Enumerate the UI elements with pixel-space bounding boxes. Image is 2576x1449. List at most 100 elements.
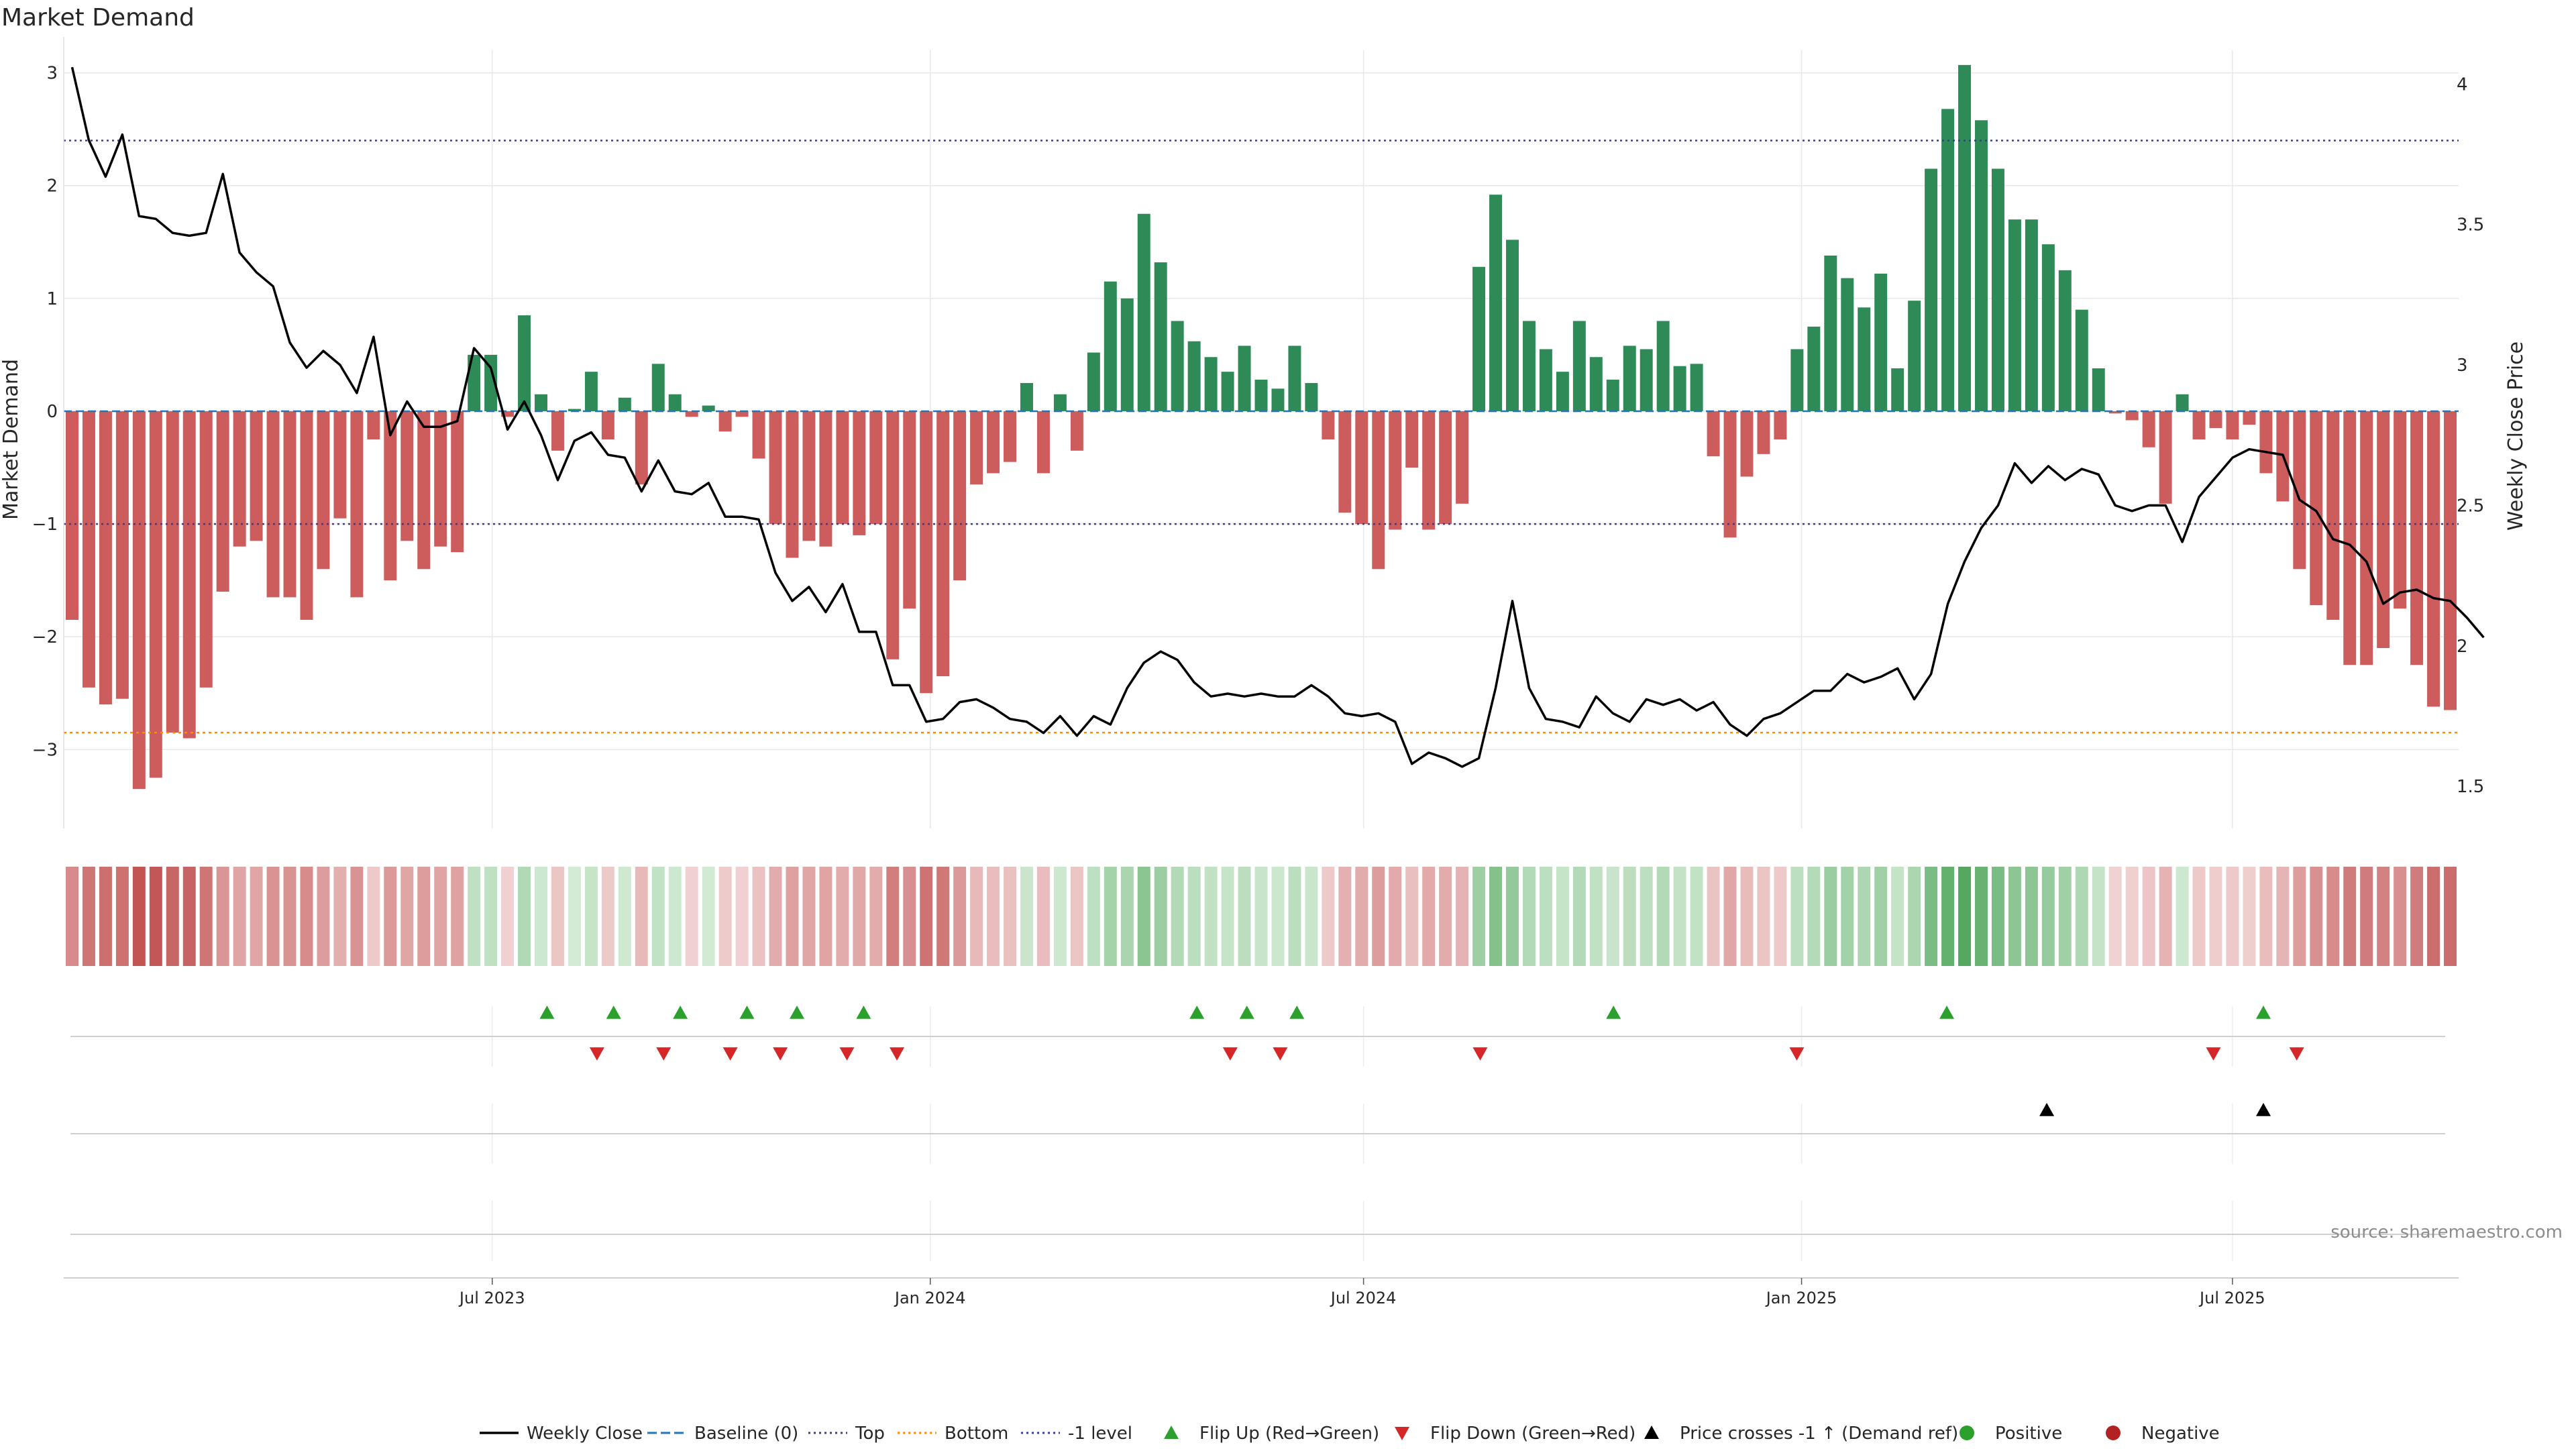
flip-up-marker: [1239, 1006, 1254, 1019]
heat-cell: [1975, 867, 1988, 966]
y-tick-label-left: 2: [46, 176, 58, 197]
demand-bar: [1908, 301, 1921, 411]
demand-bar: [1556, 372, 1569, 411]
heat-cell: [367, 867, 380, 966]
demand-bar: [1187, 341, 1201, 411]
heat-cell: [1456, 867, 1469, 966]
axes-layer: −3 −2 −1 0 1 2 3 1.5 2 2.5 3 3.5 4 Market Demand Weekl…: [0, 37, 2528, 828]
heat-cell: [936, 867, 950, 966]
demand-bar: [2041, 244, 2055, 411]
heat-cell: [384, 867, 397, 966]
demand-bar: [1036, 411, 1050, 474]
demand-bar: [1372, 411, 1385, 570]
demand-bar: [1439, 411, 1452, 525]
demand-bar: [1053, 394, 1067, 411]
heat-cell: [182, 867, 196, 966]
demand-bar: [1271, 388, 1285, 411]
flip-up-marker: [790, 1006, 805, 1019]
heat-cell: [970, 867, 983, 966]
heat-cell: [65, 867, 78, 966]
flip-down-marker: [773, 1047, 788, 1061]
event-markers: [70, 1006, 2445, 1235]
heat-cell: [1154, 867, 1167, 966]
demand-bar: [317, 411, 330, 570]
heat-cell: [2041, 867, 2055, 966]
demand-bar: [2410, 411, 2424, 665]
heat-cell: [1572, 867, 1586, 966]
demand-bar: [1774, 411, 1787, 439]
heat-cell: [1120, 867, 1134, 966]
legend-label: Top: [855, 1424, 885, 1444]
heat-cell: [2410, 867, 2424, 966]
demand-bar: [953, 411, 967, 581]
heat-cell: [317, 867, 330, 966]
heat-cell: [735, 867, 749, 966]
demand-bar: [1740, 411, 1754, 477]
demand-bar: [2125, 411, 2139, 421]
demand-bar: [115, 411, 129, 699]
demand-bar: [1505, 239, 1519, 411]
heat-cell: [1556, 867, 1569, 966]
heat-cell: [434, 867, 447, 966]
demand-bar: [1154, 262, 1167, 411]
heat-cell: [685, 867, 698, 966]
heat-cell: [1757, 867, 1770, 966]
demand-bar: [1137, 213, 1150, 411]
demand-bar: [333, 411, 347, 519]
x-tick-label: Jul 2023: [458, 1289, 525, 1307]
y-tick-label-right: 3: [2457, 356, 2468, 376]
heat-cell: [484, 867, 498, 966]
demand-bar: [182, 411, 196, 739]
demand-bar: [685, 411, 698, 417]
heat-cell: [2427, 867, 2440, 966]
heat-cell: [1489, 867, 1502, 966]
demand-bar: [1070, 411, 1083, 451]
demand-bar: [350, 411, 364, 598]
demand-bar: [786, 411, 799, 558]
demand-bar: [400, 411, 414, 541]
heat-cell: [618, 867, 631, 966]
demand-bar: [1405, 411, 1419, 468]
demand-bar: [2326, 411, 2340, 620]
heat-cell: [1020, 867, 1033, 966]
heat-cell: [1623, 867, 1636, 966]
heat-cell: [1053, 867, 1067, 966]
heat-cell: [451, 867, 464, 966]
heat-cell: [1958, 867, 1972, 966]
y-tick-label-left: 3: [46, 64, 58, 84]
heat-cell: [2176, 867, 2189, 966]
demand-bar: [1723, 411, 1737, 538]
demand-bar: [484, 354, 498, 411]
legend-item: -1 level: [1021, 1424, 1132, 1444]
demand-bar: [2092, 368, 2105, 411]
heat-cell: [1774, 867, 1787, 966]
heat-cell: [1656, 867, 1670, 966]
demand-bar: [1120, 298, 1134, 411]
demand-bar: [1606, 379, 1619, 411]
demand-bar: [1204, 357, 1218, 411]
heat-cell: [1640, 867, 1653, 966]
heat-cell: [518, 867, 531, 966]
demand-bar: [668, 394, 682, 411]
demand-heat-strip: [65, 867, 2457, 966]
demand-bar: [1171, 321, 1184, 411]
legend-label: Weekly Close: [527, 1424, 643, 1444]
demand-bar: [1472, 266, 1486, 411]
demand-bar: [1355, 411, 1368, 525]
heat-cell: [2125, 867, 2139, 966]
demand-bar: [987, 411, 1000, 474]
y-tick-label-left: −1: [32, 515, 58, 535]
flip-down-marker: [839, 1047, 855, 1061]
demand-bar: [417, 411, 431, 570]
demand-bar: [1958, 64, 1972, 411]
demand-bar: [266, 411, 280, 598]
demand-bar: [618, 397, 631, 411]
reference-lines: [64, 140, 2459, 734]
legend: Weekly Close Baseline (0) Top Bottom -1 leve…: [480, 1424, 2220, 1444]
demand-bar: [1623, 345, 1636, 411]
legend-item: Flip Down (Green→Red): [1395, 1424, 1635, 1444]
heat-cell: [786, 867, 799, 966]
heat-cell: [668, 867, 682, 966]
demand-bar: [601, 411, 614, 439]
demand-bar: [1941, 109, 1955, 411]
